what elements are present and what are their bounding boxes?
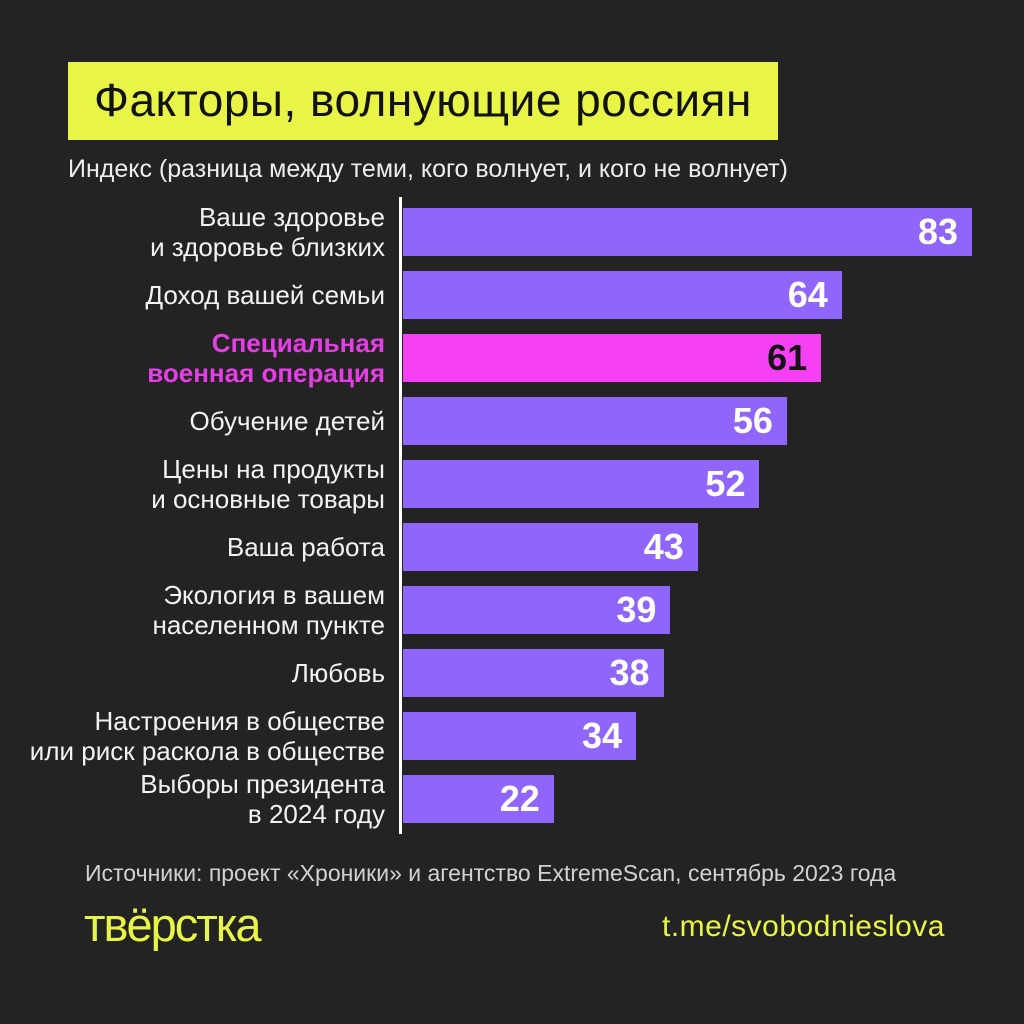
bar-chart: Ваше здоровье и здоровье близких 83 Дохо… bbox=[0, 197, 1024, 838]
bar-row: Экология в вашем населенном пункте 39 bbox=[0, 580, 1024, 640]
category-label: Обучение детей bbox=[189, 405, 385, 436]
bar: 61 bbox=[403, 334, 822, 382]
bar-track: 39 bbox=[403, 586, 972, 634]
bar: 43 bbox=[403, 523, 698, 571]
bar: 22 bbox=[403, 775, 554, 823]
bar-value-label: 22 bbox=[499, 778, 540, 819]
bar-value-label: 52 bbox=[705, 463, 746, 504]
bar-track: 38 bbox=[403, 649, 972, 697]
page-title: Факторы, волнующие россиян bbox=[94, 74, 752, 126]
bar-track: 56 bbox=[403, 397, 972, 445]
bar: 83 bbox=[403, 208, 972, 256]
category-label: Любовь bbox=[291, 657, 385, 688]
bar-value-label: 39 bbox=[616, 589, 657, 630]
bar-row: Ваше здоровье и здоровье близких 83 bbox=[0, 202, 1024, 262]
bar-value-label: 56 bbox=[732, 400, 773, 441]
chart-subtitle: Индекс (разница между теми, кого волнует… bbox=[68, 155, 788, 183]
bar: 38 bbox=[403, 649, 664, 697]
bar-value-label: 43 bbox=[643, 526, 684, 567]
bar: 39 bbox=[403, 586, 671, 634]
bar-value-label: 34 bbox=[582, 715, 623, 756]
category-label: Специальная военная операция bbox=[147, 327, 385, 388]
category-label: Выборы президента в 2024 году bbox=[140, 768, 385, 829]
bar-row: Любовь 38 bbox=[0, 649, 1024, 697]
bar-row: Обучение детей 56 bbox=[0, 397, 1024, 445]
bar-value-label: 64 bbox=[787, 274, 828, 315]
bar-row: Выборы президента в 2024 году 22 bbox=[0, 769, 1024, 829]
bar-row: Настроения в обществе или риск раскола в… bbox=[0, 706, 1024, 766]
bar: 64 bbox=[403, 271, 842, 319]
bar-row: Доход вашей семьи 64 bbox=[0, 271, 1024, 319]
category-label: Доход вашей семьи bbox=[145, 279, 385, 310]
telegram-link[interactable]: t.me/svobodnieslova bbox=[662, 910, 945, 943]
bar-track: 34 bbox=[403, 712, 972, 760]
category-label: Цены на продукты и основные товары bbox=[151, 453, 385, 514]
bar-rows: Ваше здоровье и здоровье близких 83 Дохо… bbox=[0, 202, 1024, 829]
bar-track: 52 bbox=[403, 460, 972, 508]
category-label: Ваша работа bbox=[226, 531, 385, 562]
bar-row: Специальная военная операция 61 bbox=[0, 328, 1024, 388]
bar: 34 bbox=[403, 712, 637, 760]
category-label: Ваше здоровье и здоровье близких bbox=[150, 201, 385, 262]
bar-track: 83 bbox=[403, 208, 972, 256]
sources-note: Источники: проект «Хроники» и агентство … bbox=[85, 860, 897, 886]
bar-value-label: 83 bbox=[917, 211, 958, 252]
bar-track: 43 bbox=[403, 523, 972, 571]
bar: 56 bbox=[403, 397, 787, 445]
title-highlight-box: Факторы, волнующие россиян bbox=[68, 62, 778, 140]
verstka-logo: твёрстка bbox=[84, 898, 262, 951]
category-label: Экология в вашем населенном пункте bbox=[152, 579, 385, 640]
bar-value-label: 38 bbox=[609, 652, 650, 693]
category-label: Настроения в обществе или риск раскола в… bbox=[29, 705, 385, 766]
bar-value-label: 61 bbox=[767, 337, 808, 378]
bar-track: 22 bbox=[403, 775, 972, 823]
bar-row: Цены на продукты и основные товары 52 bbox=[0, 454, 1024, 514]
bar-row: Ваша работа 43 bbox=[0, 523, 1024, 571]
bar-track: 61 bbox=[403, 334, 972, 382]
axis-line bbox=[399, 197, 402, 834]
bar: 52 bbox=[403, 460, 760, 508]
bar-track: 64 bbox=[403, 271, 972, 319]
